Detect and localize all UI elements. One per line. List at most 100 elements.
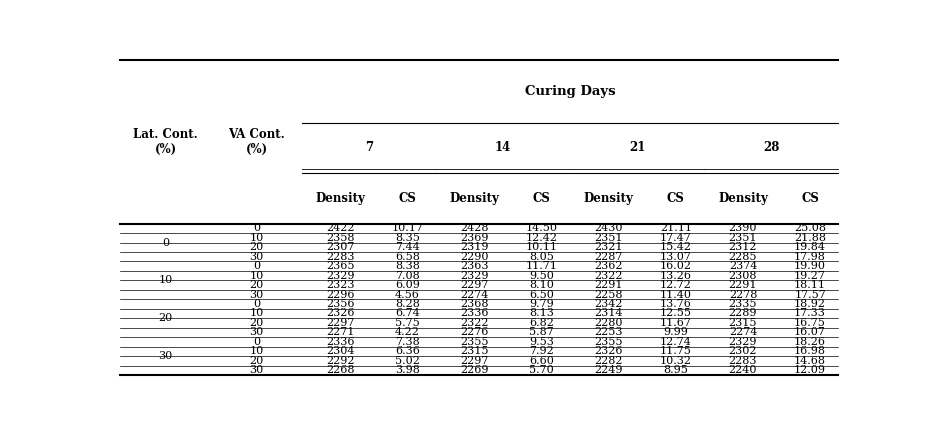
Text: 30: 30	[249, 365, 263, 375]
Text: 2326: 2326	[326, 309, 355, 318]
Text: 2307: 2307	[326, 242, 355, 252]
Text: 2289: 2289	[729, 309, 757, 318]
Text: Lat. Cont.
(%): Lat. Cont. (%)	[134, 128, 198, 156]
Text: 28: 28	[763, 141, 780, 155]
Text: 17.57: 17.57	[794, 290, 826, 300]
Text: 2285: 2285	[729, 252, 757, 262]
Text: 6.74: 6.74	[395, 309, 420, 318]
Text: 8.38: 8.38	[395, 261, 420, 271]
Text: 2342: 2342	[595, 299, 623, 309]
Text: 7.44: 7.44	[395, 242, 420, 252]
Text: 2276: 2276	[460, 327, 488, 337]
Text: 2355: 2355	[460, 337, 488, 347]
Text: 2240: 2240	[729, 365, 757, 375]
Text: 2422: 2422	[326, 223, 355, 233]
Text: 2287: 2287	[595, 252, 623, 262]
Text: 21: 21	[629, 141, 645, 155]
Text: 2315: 2315	[729, 318, 757, 328]
Text: 7: 7	[365, 141, 373, 155]
Text: 9.53: 9.53	[530, 337, 554, 347]
Text: 2322: 2322	[460, 318, 488, 328]
Text: 2335: 2335	[729, 299, 757, 309]
Text: CS: CS	[399, 192, 417, 205]
Text: 6.50: 6.50	[530, 290, 554, 300]
Text: 2428: 2428	[460, 223, 488, 233]
Text: 4.56: 4.56	[395, 290, 420, 300]
Text: 25.08: 25.08	[794, 223, 826, 233]
Text: Density: Density	[718, 192, 768, 205]
Text: 2329: 2329	[729, 337, 757, 347]
Text: 2258: 2258	[595, 290, 623, 300]
Text: 2271: 2271	[326, 327, 355, 337]
Text: 11.75: 11.75	[660, 346, 692, 357]
Text: 20: 20	[249, 356, 263, 366]
Text: 12.09: 12.09	[794, 365, 826, 375]
Text: 2430: 2430	[595, 223, 623, 233]
Text: 13.07: 13.07	[660, 252, 692, 262]
Text: 2351: 2351	[595, 233, 623, 243]
Text: 9.99: 9.99	[663, 327, 688, 337]
Text: 2390: 2390	[729, 223, 757, 233]
Text: 6.09: 6.09	[395, 280, 420, 290]
Text: 2308: 2308	[729, 270, 757, 281]
Text: 5.87: 5.87	[530, 327, 554, 337]
Text: Density: Density	[316, 192, 365, 205]
Text: 2329: 2329	[460, 270, 488, 281]
Text: 5.75: 5.75	[395, 318, 420, 328]
Text: Curing Days: Curing Days	[525, 85, 616, 98]
Text: 2355: 2355	[595, 337, 623, 347]
Text: 2358: 2358	[326, 233, 355, 243]
Text: 8.28: 8.28	[395, 299, 420, 309]
Text: 8.10: 8.10	[530, 280, 554, 290]
Text: 2290: 2290	[460, 252, 488, 262]
Text: 16.02: 16.02	[660, 261, 692, 271]
Text: 11.67: 11.67	[660, 318, 692, 328]
Text: 9.50: 9.50	[530, 270, 554, 281]
Text: 12.42: 12.42	[526, 233, 558, 243]
Text: 14.68: 14.68	[794, 356, 826, 366]
Text: 2304: 2304	[326, 346, 355, 357]
Text: 16.98: 16.98	[794, 346, 826, 357]
Text: 2369: 2369	[460, 233, 488, 243]
Text: 2374: 2374	[729, 261, 757, 271]
Text: 2274: 2274	[460, 290, 488, 300]
Text: 2268: 2268	[326, 365, 355, 375]
Text: 10: 10	[249, 346, 263, 357]
Text: 6.36: 6.36	[395, 346, 420, 357]
Text: 2314: 2314	[595, 309, 623, 318]
Text: 30: 30	[249, 327, 263, 337]
Text: 10: 10	[159, 275, 173, 285]
Text: VA Cont.
(%): VA Cont. (%)	[228, 128, 285, 156]
Text: 2274: 2274	[729, 327, 757, 337]
Text: 7.38: 7.38	[395, 337, 420, 347]
Text: 2315: 2315	[460, 346, 488, 357]
Text: 2297: 2297	[460, 280, 488, 290]
Text: 10: 10	[249, 270, 263, 281]
Text: 2312: 2312	[729, 242, 757, 252]
Text: 30: 30	[159, 351, 173, 361]
Text: 2253: 2253	[595, 327, 623, 337]
Text: 19.90: 19.90	[794, 261, 826, 271]
Text: 2319: 2319	[460, 242, 488, 252]
Text: 5.70: 5.70	[530, 365, 554, 375]
Text: CS: CS	[532, 192, 551, 205]
Text: 7.08: 7.08	[395, 270, 420, 281]
Text: 11.40: 11.40	[660, 290, 692, 300]
Text: CS: CS	[801, 192, 819, 205]
Text: 0: 0	[253, 337, 260, 347]
Text: 15.42: 15.42	[660, 242, 692, 252]
Text: 16.07: 16.07	[794, 327, 826, 337]
Text: 0: 0	[163, 238, 169, 247]
Text: CS: CS	[667, 192, 685, 205]
Text: 8.35: 8.35	[395, 233, 420, 243]
Text: 2282: 2282	[595, 356, 623, 366]
Text: 2280: 2280	[595, 318, 623, 328]
Text: 11.71: 11.71	[526, 261, 558, 271]
Text: 30: 30	[249, 252, 263, 262]
Text: 2321: 2321	[595, 242, 623, 252]
Text: 19.27: 19.27	[794, 270, 826, 281]
Text: Density: Density	[584, 192, 634, 205]
Text: 12.74: 12.74	[660, 337, 692, 347]
Text: 2283: 2283	[729, 356, 757, 366]
Text: 2336: 2336	[460, 309, 488, 318]
